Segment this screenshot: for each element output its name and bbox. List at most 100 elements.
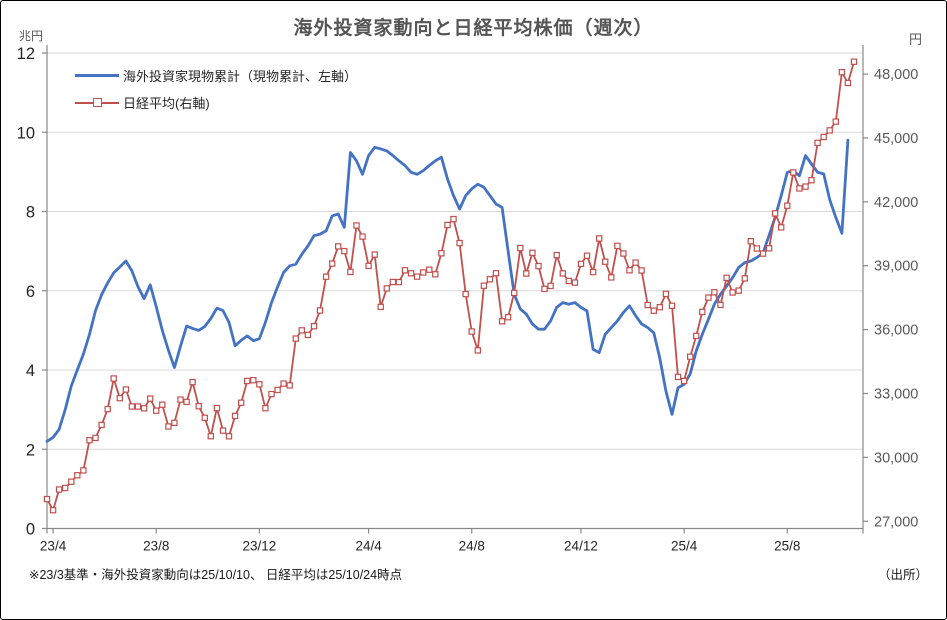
nikkei-marker xyxy=(638,267,645,274)
nikkei-marker xyxy=(553,251,560,259)
series-line-foreign-investors xyxy=(45,138,850,443)
right-axis-tick-label: 27,000 xyxy=(874,514,918,530)
nikkei-marker xyxy=(371,251,378,258)
nikkei-marker xyxy=(250,377,257,384)
nikkei-marker xyxy=(632,259,639,266)
nikkei-marker xyxy=(650,307,658,314)
x-axis-tick-label: 25/4 xyxy=(671,539,698,554)
x-axis-tick-label: 23/8 xyxy=(143,539,169,554)
nikkei-marker xyxy=(504,314,512,321)
nikkei-marker xyxy=(68,478,75,485)
left-axis-tick-label: 10 xyxy=(17,124,35,142)
nikkei-marker xyxy=(626,267,633,274)
nikkei-marker xyxy=(832,118,840,125)
nikkei-marker xyxy=(74,472,81,479)
nikkei-marker xyxy=(692,332,700,340)
nikkei-marker xyxy=(128,403,136,410)
nikkei-marker xyxy=(820,133,827,141)
right-axis-tick-label: 42,000 xyxy=(874,195,918,211)
nikkei-marker xyxy=(656,304,664,311)
left-axis-tick-label: 12 xyxy=(17,45,35,63)
nikkei-marker xyxy=(225,433,233,440)
nikkei-marker xyxy=(310,323,318,330)
nikkei-marker xyxy=(122,386,130,393)
nikkei-marker xyxy=(559,270,567,277)
left-axis-tick-label: 2 xyxy=(26,441,35,459)
blue-line-swatch-icon xyxy=(75,69,119,83)
x-axis-tick-label: 23/4 xyxy=(40,539,67,554)
nikkei-marker xyxy=(147,395,154,402)
x-axis-tick-label: 24/4 xyxy=(355,539,382,554)
nikkei-marker xyxy=(674,373,682,381)
nikkei-marker xyxy=(826,127,833,134)
nikkei-marker xyxy=(110,375,117,382)
nikkei-marker xyxy=(365,262,372,270)
nikkei-marker xyxy=(450,215,457,223)
nikkei-marker xyxy=(274,386,281,394)
nikkei-marker xyxy=(759,250,767,257)
nikkei-marker xyxy=(201,414,208,422)
nikkei-marker xyxy=(231,412,239,420)
nikkei-marker xyxy=(517,244,524,252)
nikkei-marker xyxy=(523,270,530,277)
nikkei-marker xyxy=(268,390,275,398)
nikkei-marker xyxy=(341,247,348,255)
right-axis-unit-label: 円 xyxy=(908,32,922,47)
left-axis-unit-label: 兆円 xyxy=(19,29,44,43)
nikkei-marker xyxy=(329,260,336,267)
nikkei-marker xyxy=(80,467,87,474)
nikkei-marker xyxy=(589,268,597,276)
nikkei-marker xyxy=(492,270,500,277)
nikkei-marker xyxy=(802,183,809,190)
nikkei-marker xyxy=(426,266,433,273)
nikkei-marker xyxy=(535,262,542,270)
nikkei-marker xyxy=(838,68,846,76)
nikkei-marker xyxy=(407,270,415,277)
nikkei-marker xyxy=(316,307,324,314)
nikkei-marker xyxy=(741,275,749,282)
nikkei-marker xyxy=(705,294,712,301)
right-axis-tick-label: 45,000 xyxy=(874,131,918,147)
nikkei-marker xyxy=(116,395,123,402)
nikkei-marker xyxy=(541,285,548,293)
nikkei-marker xyxy=(61,484,69,492)
nikkei-marker xyxy=(183,398,190,406)
nikkei-marker xyxy=(134,403,142,410)
nikkei-marker xyxy=(583,252,591,259)
nikkei-marker xyxy=(474,347,482,354)
nikkei-marker xyxy=(86,437,93,444)
nikkei-marker xyxy=(814,139,821,147)
nikkei-marker xyxy=(595,235,603,242)
nikkei-marker xyxy=(753,245,761,252)
nikkei-marker xyxy=(796,185,803,192)
legend-item-nikkei: 日経平均(右軸) xyxy=(75,89,357,116)
nikkei-marker xyxy=(529,249,536,256)
nikkei-marker xyxy=(565,277,573,285)
legend-item-foreign-investors: 海外投資家現物累計（現物累計、左軸） xyxy=(75,62,357,89)
nikkei-marker xyxy=(322,273,330,280)
nikkei-marker xyxy=(735,287,742,294)
nikkei-marker xyxy=(644,301,651,309)
nikkei-marker xyxy=(547,282,554,290)
nikkei-marker xyxy=(420,269,427,276)
nikkei-marker xyxy=(286,382,293,389)
nikkei-marker xyxy=(195,403,202,410)
nikkei-marker xyxy=(850,58,858,65)
nikkei-marker xyxy=(601,258,609,265)
series-line-nikkei xyxy=(46,61,855,512)
nikkei-marker xyxy=(808,177,815,184)
legend-label-series2: 日経平均(右軸) xyxy=(123,96,210,111)
nikkei-marker xyxy=(729,289,736,296)
nikkei-marker xyxy=(98,421,105,429)
nikkei-marker xyxy=(608,274,615,281)
nikkei-marker xyxy=(413,273,421,280)
nikkei-markers xyxy=(43,58,858,514)
nikkei-marker xyxy=(219,427,227,434)
nikkei-marker xyxy=(49,507,57,514)
x-axis-tick-label: 23/12 xyxy=(242,539,276,554)
nikkei-marker xyxy=(359,233,366,240)
nikkei-marker xyxy=(153,407,160,414)
nikkei-marker xyxy=(486,276,494,283)
nikkei-marker xyxy=(238,399,245,406)
